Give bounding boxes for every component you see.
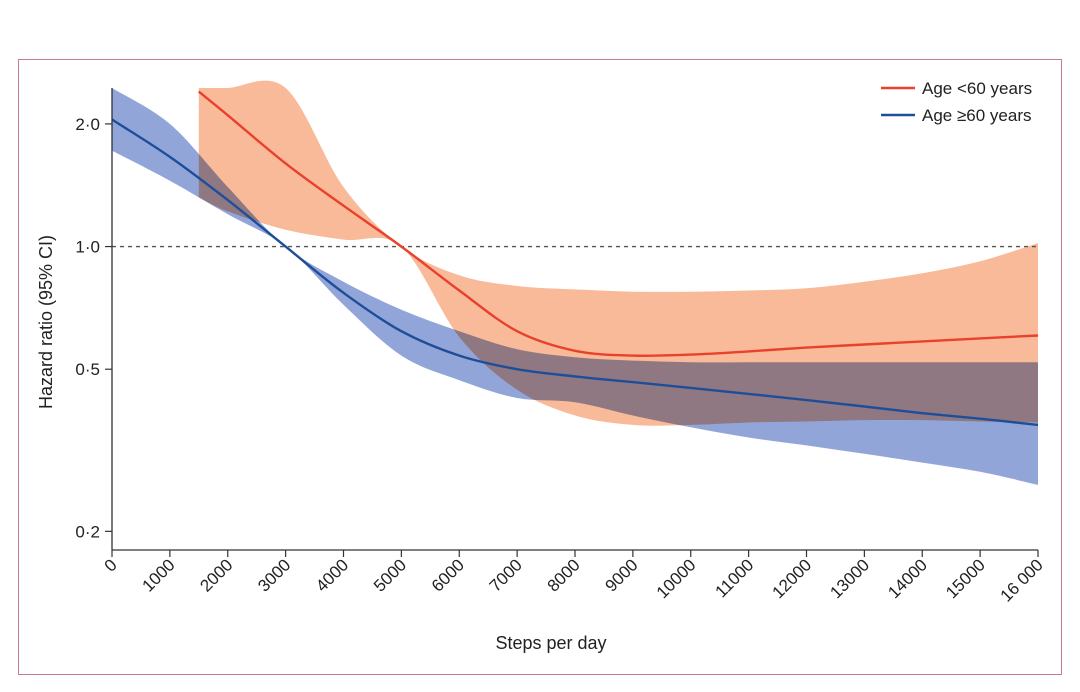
x-tick-label: 1000 [139, 555, 179, 595]
legend: Age <60 years Age ≥60 years [881, 79, 1032, 125]
x-tick-label: 4000 [312, 555, 352, 595]
series-line-under-60 [198, 90, 1039, 357]
y-tick-label: 2·0 [75, 115, 100, 134]
x-tick-label: 12000 [768, 555, 815, 602]
legend-label: Age ≥60 years [922, 106, 1032, 125]
x-tick-label: 11000 [711, 555, 757, 601]
series-lines [111, 90, 1039, 427]
y-tick-label: 0·2 [75, 522, 100, 541]
x-tick-label: 3000 [254, 555, 294, 595]
x-tick-label: 13000 [826, 555, 873, 602]
y-tick-label: 1·0 [75, 238, 100, 257]
x-tick-label: 5000 [370, 555, 410, 595]
x-tick-label: 16 000 [997, 555, 1047, 605]
y-tick-label: 0·5 [75, 360, 100, 379]
x-tick-label: 7000 [486, 555, 526, 595]
y-axis-ticks: 0·2 0·5 1·0 2·0 [75, 115, 112, 541]
x-tick-label: 0 [101, 555, 121, 575]
x-tick-label: 14000 [884, 555, 931, 602]
y-axis-title: Hazard ratio (95% CI) [36, 235, 56, 409]
x-tick-label: 9000 [602, 555, 642, 595]
series-line-over-60 [111, 118, 1039, 427]
legend-label: Age <60 years [922, 79, 1032, 98]
x-tick-label: 8000 [544, 555, 584, 595]
ci-bands [112, 80, 1039, 485]
x-tick-label: 2000 [196, 555, 236, 595]
ci-band-under-60 [198, 80, 1039, 426]
x-tick-label: 6000 [428, 555, 468, 595]
x-tick-label: 10000 [653, 555, 700, 602]
x-axis-ticks: 0 1000 2000 3000 4000 5000 6000 7000 8000 9000 100… [101, 550, 1047, 606]
x-axis-title: Steps per day [495, 633, 606, 653]
x-tick-label: 15000 [942, 555, 989, 602]
chart-frame [18, 59, 1062, 675]
